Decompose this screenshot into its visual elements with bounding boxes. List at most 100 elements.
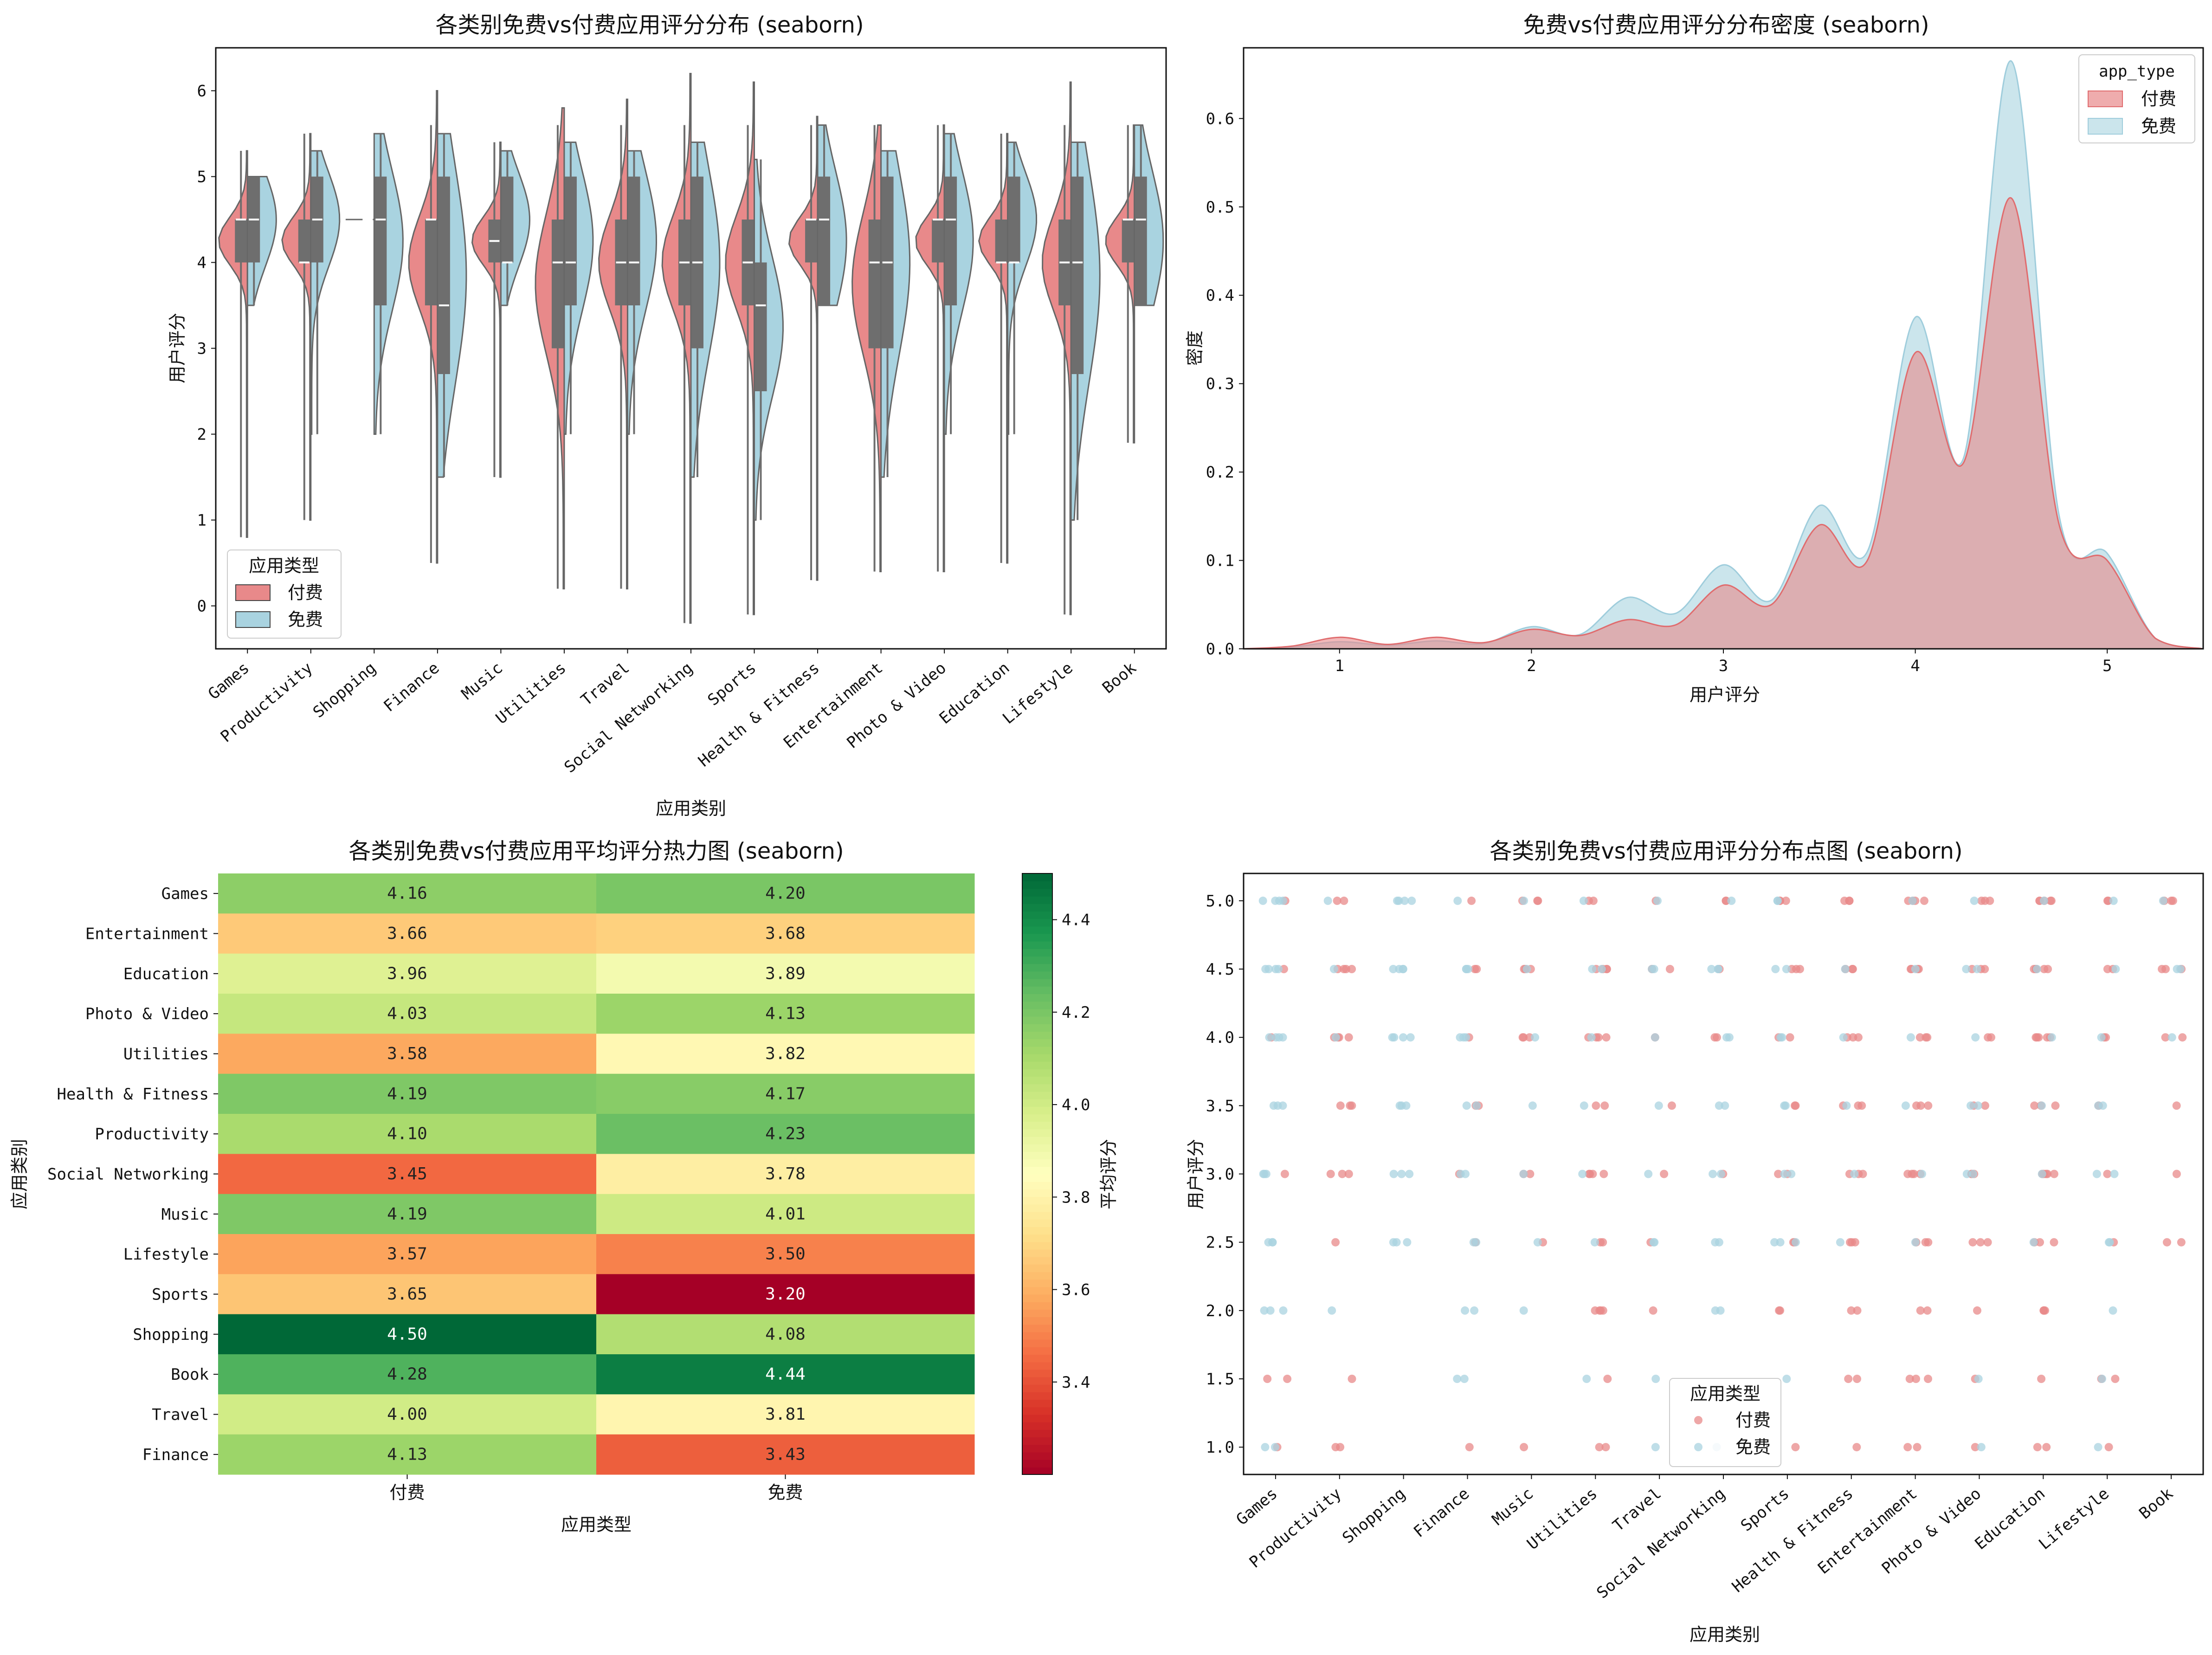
stripplot-point-entertainment-series-0 [1923,1033,1932,1042]
stripplot-point-health-fitness-series-0 [1847,1238,1856,1247]
violin-legend-swatch-paid [235,584,271,601]
stripplot-point-photo-video-series-0 [1981,1101,1989,1110]
colorbar-tick-label: 4.0 [1062,1096,1090,1114]
stripplot-point-education-series-0 [2047,896,2056,905]
stripplot-point-shopping-series-1 [1397,1170,1406,1178]
colorbar-segment [1022,1031,1052,1040]
violin-social-networking-series-0 [661,73,692,624]
heatmap-cell-value: 3.57 [387,1245,427,1264]
stripplot-point-games-series-1 [1271,896,1280,905]
heatmap-cell-productivity-0 [218,1114,597,1154]
stripplot-point-entertainment-series-0 [1915,1033,1924,1042]
stripplot-point-productivity-series-0 [1346,1101,1354,1110]
stripplot-point-music-series-0 [1526,1170,1535,1178]
density-axes-frame [1243,47,2204,650]
heatmap-cell-education-1 [596,953,975,994]
density-ytick-label: 0.0 [1206,640,1234,659]
colorbar-segment [1022,1414,1052,1422]
stripplot-point-entertainment-series-1 [1906,1033,1915,1042]
stripplot-point-social-networking-series-1 [1707,965,1716,973]
heatmap-row-label: Music [161,1205,209,1224]
heatmap-cell-utilities-1 [596,1034,975,1074]
stripplot-point-productivity-series-0 [1344,1033,1353,1042]
violin-health-fitness-series-0 [788,116,819,581]
colorbar-segment [1022,1294,1052,1302]
stripplot-point-lifestyle-series-1 [2097,1033,2106,1042]
stripplot-point-finance-series-1 [1470,1306,1479,1315]
stripplot-point-productivity-series-0 [1348,1375,1356,1383]
violin-axes-frame [215,47,1167,650]
violin-xtick-label: Health & Fitness [695,659,823,770]
stripplot-point-entertainment-series-0 [1924,1101,1933,1110]
stripplot-point-sports-series-1 [1776,1238,1785,1247]
stripplot-point-games-series-1 [1270,1443,1279,1452]
violin-photo-video-series-0 [915,124,945,572]
stripplot-point-games-series-1 [1278,1033,1287,1042]
stripplot-point-travel-series-1 [1654,1101,1663,1110]
heatmap-cell-value: 3.68 [765,924,806,943]
density-legend-label-paid: 付费 [2141,89,2176,109]
stripplot-point-utilities-series-1 [1588,965,1597,973]
colorbar-segment [1022,956,1052,964]
stripplot-point-entertainment-series-0 [1924,1375,1932,1383]
stripplot-ytick-label: 2.0 [1206,1302,1234,1320]
stripplot-point-photo-video-series-0 [1973,1306,1981,1315]
violin-book-series-0 [1105,124,1135,444]
stripplot-point-games-series-1 [1271,965,1280,973]
stripplot-point-productivity-series-0 [1333,896,1341,905]
stripplot-point-shopping-series-1 [1392,1238,1401,1247]
stripplot-legend-label-free: 免费 [1735,1437,1771,1457]
stripplot-point-entertainment-series-0 [1921,1238,1930,1247]
stripplot-point-shopping-series-1 [1406,1033,1415,1042]
heatmap-cell-value: 3.82 [765,1044,806,1063]
stripplot-point-health-fitness-series-0 [1844,1375,1853,1383]
violin-xtick-label: Sports [704,659,760,710]
stripplot-point-photo-video-series-1 [1962,965,1971,973]
stripplot-point-shopping-series-1 [1407,896,1416,905]
colorbar-segment [1022,1317,1052,1325]
violin-travel-series-0 [598,98,628,589]
stripplot-point-utilities-series-1 [1590,1238,1599,1247]
violin-xtick-label: Finance [380,659,443,716]
heatmap-row-label: Sports [152,1286,209,1304]
stripplot-point-productivity-series-0 [1344,1170,1353,1178]
stripplot-point-sports-series-1 [1778,1033,1786,1042]
colorbar-segment [1022,933,1052,942]
violin-lifestyle-series-0 [1042,81,1072,615]
heatmap-cell-shopping-1 [596,1314,975,1355]
stripplot-point-education-series-1 [2029,1238,2038,1247]
colorbar-segment [1022,1009,1052,1017]
stripplot-point-music-series-1 [1528,1101,1537,1110]
stripplot-point-health-fitness-series-0 [1854,1101,1863,1110]
stripplot-point-sports-series-0 [1774,1170,1783,1178]
violin-xtick-label: Book [1099,659,1140,697]
stripplot-panel: 各类别免费vs付费应用评分分布点图 (seaborn) 1.0 1.5 2.0 2.5… [1186,838,2204,1645]
heatmap-cell-music-1 [596,1194,975,1235]
violin-ytick-label: 2 [197,426,206,444]
stripplot-xtick-label: Utilities [1523,1484,1601,1553]
stripplot-point-productivity-series-0 [1336,1101,1345,1110]
heatmap-cell-value: 4.28 [387,1365,427,1384]
stripplot-point-music-series-0 [1519,1033,1528,1042]
violin-iqr-box [298,220,310,263]
stripplot-point-productivity-series-1 [1328,1306,1336,1315]
violin-xtick-label: Games [205,659,253,703]
violin-panel: 各类别免费vs付费应用评分分布 (seaborn) 0123456GamesPr… [167,12,1167,819]
stripplot-xtick-label: Lifestyle [2035,1484,2113,1553]
stripplot-point-sports-series-1 [1787,1170,1796,1178]
stripplot-point-education-series-1 [2039,896,2048,905]
density-xtick-label: 4 [1910,657,1920,675]
stripplot-point-health-fitness-series-0 [1852,1443,1861,1452]
colorbar-segment [1022,888,1052,897]
density-xtick-label: 3 [1719,657,1728,675]
colorbar-segment [1022,1091,1052,1099]
violin-xtick-label: Travel [577,659,633,710]
violin-games-series-0 [218,150,248,538]
violin-xtick-label: Utilities [492,659,570,728]
stripplot-point-entertainment-series-0 [1909,1170,1918,1178]
stripplot-point-finance-series-1 [1460,1375,1469,1383]
stripplot-point-utilities-series-1 [1587,1033,1596,1042]
stripplot-point-productivity-series-1 [1329,965,1338,973]
stripplot-point-entertainment-series-0 [1903,1170,1912,1178]
violin-iqr-box [425,220,437,305]
